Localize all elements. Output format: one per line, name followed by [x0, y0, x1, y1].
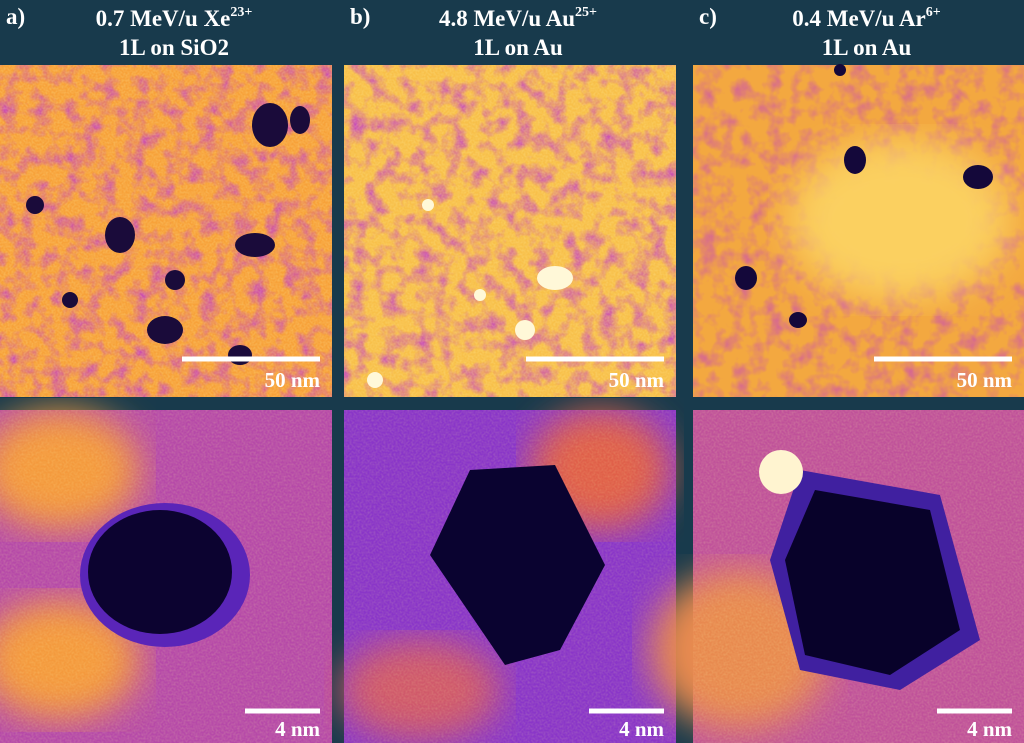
panel-subtitle: 1L on Au [822, 35, 912, 60]
image-a-top [0, 65, 332, 397]
scale-label: 4 nm [275, 717, 320, 741]
scale-label: 4 nm [967, 717, 1012, 741]
image-c-bottom [650, 410, 1024, 743]
image-b-top [344, 65, 676, 397]
panel-subtitle: 1L on SiO2 [119, 35, 229, 60]
title-ion: 0.7 MeV/u Xe [96, 6, 231, 31]
image-b-bottom [340, 410, 676, 743]
panel-label: c) [699, 4, 717, 29]
scale-label: 50 nm [265, 368, 321, 392]
panel-label: a) [6, 4, 25, 29]
image-a-bottom [0, 410, 332, 743]
scale-label: 50 nm [609, 368, 665, 392]
image-c-top [693, 64, 1024, 397]
title-charge: 6+ [926, 5, 941, 20]
title-ion: 0.4 MeV/u Ar [792, 6, 926, 31]
panel-title: 0.4 MeV/u Ar6+ [792, 5, 941, 31]
scale-label: 50 nm [957, 368, 1013, 392]
panel-title: 0.7 MeV/u Xe23+ [96, 5, 253, 31]
panel-title: 4.8 MeV/u Au25+ [439, 5, 597, 31]
panel-label: b) [350, 4, 370, 29]
panel-subtitle: 1L on Au [473, 35, 563, 60]
title-charge: 23+ [230, 5, 252, 20]
scale-label: 4 nm [619, 717, 664, 741]
title-ion: 4.8 MeV/u Au [439, 6, 575, 31]
title-charge: 25+ [575, 5, 597, 20]
